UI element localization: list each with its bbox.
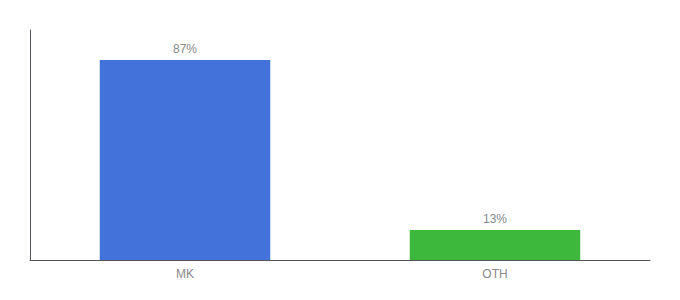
svg-text:OTH: OTH bbox=[482, 267, 507, 281]
svg-text:87%: 87% bbox=[173, 42, 197, 56]
svg-text:MK: MK bbox=[176, 267, 194, 281]
svg-text:13%: 13% bbox=[483, 212, 507, 226]
